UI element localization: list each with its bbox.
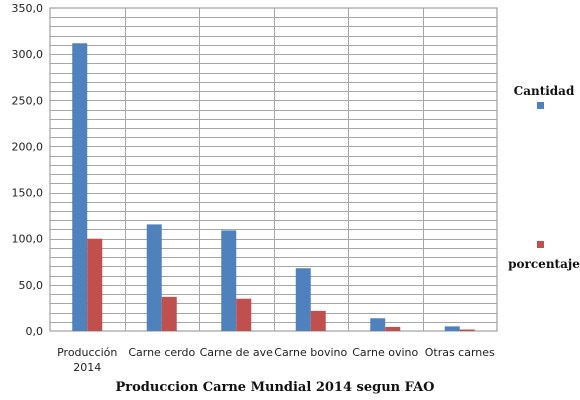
- bar-series-1: [370, 318, 386, 331]
- y-tick-label: 300,0: [12, 48, 44, 61]
- legend-marker: [537, 102, 544, 109]
- grid: [49, 7, 498, 332]
- x-category-label: Carne ovino: [352, 346, 418, 359]
- bar-series-2: [385, 326, 401, 331]
- bar-series-2: [161, 296, 177, 331]
- chart-title: Produccion Carne Mundial 2014 segun FAO: [115, 380, 434, 395]
- legend-label: Cantidad: [514, 84, 575, 98]
- y-tick-label: 150,0: [12, 187, 44, 200]
- y-tick-label: 50,0: [19, 279, 44, 292]
- x-category-label: Carne bovino: [274, 346, 347, 359]
- x-category-label: Producción 2014: [57, 346, 117, 374]
- bar-series-1: [72, 43, 88, 331]
- bar-series-2: [87, 238, 103, 331]
- bar-series-1: [146, 224, 162, 331]
- y-tick-label: 250,0: [12, 94, 44, 107]
- bar-series-1: [444, 326, 460, 331]
- y-tick-label: 100,0: [12, 233, 44, 246]
- y-tick-label: 350,0: [12, 2, 44, 15]
- bars: [72, 43, 475, 331]
- x-category-label: Carne de ave: [200, 346, 273, 359]
- bar-series-2: [236, 298, 252, 331]
- legend-label: porcentaje: [508, 257, 580, 271]
- legend: Cantidad porcentaje: [508, 84, 580, 271]
- y-tick-label: 0,0: [26, 325, 44, 338]
- bar-series-2: [459, 329, 475, 331]
- bar-series-1: [295, 268, 311, 331]
- plot-area: [49, 7, 498, 332]
- bar-series-2: [310, 310, 326, 331]
- y-axis-ticks: 0,0 50,0 100,0 150,0 200,0 250,0 300,0 350,0: [12, 2, 44, 338]
- y-tick-label: 200,0: [12, 140, 44, 153]
- legend-marker: [537, 241, 544, 248]
- x-category-label: Carne cerdo: [128, 346, 195, 359]
- bar-series-1: [221, 230, 237, 331]
- x-category-label: Otras carnes: [425, 346, 495, 359]
